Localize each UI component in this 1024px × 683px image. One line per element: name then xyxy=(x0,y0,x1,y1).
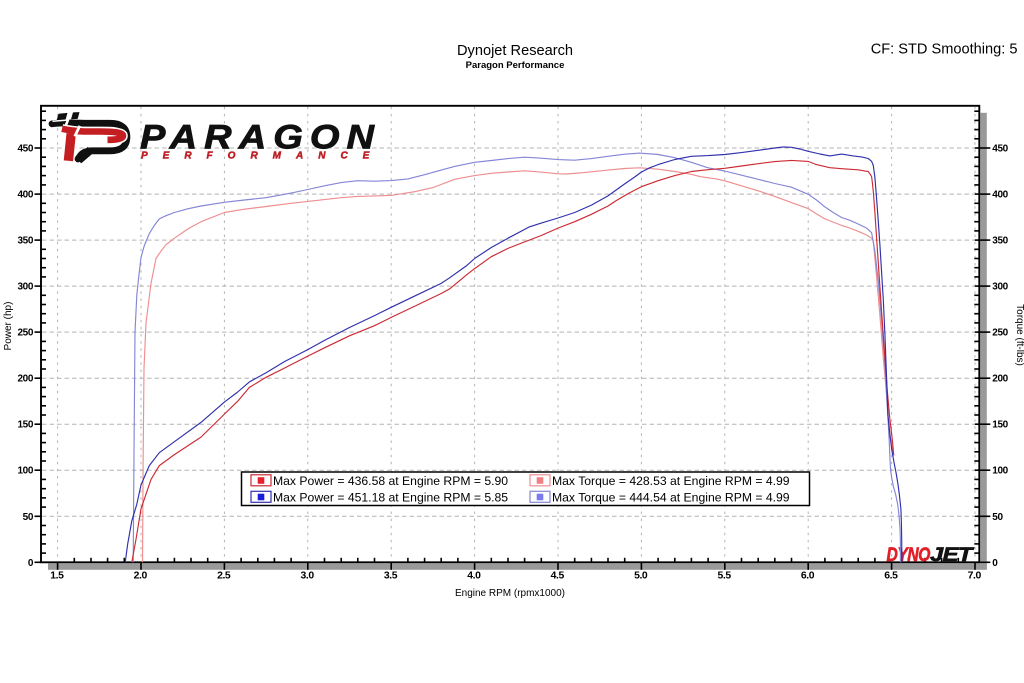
svg-text:200: 200 xyxy=(992,374,1008,385)
svg-text:Max Power = 436.58 at Engine R: Max Power = 436.58 at Engine RPM = 5.90 xyxy=(273,474,508,488)
svg-text:100: 100 xyxy=(18,466,34,477)
svg-text:Dynojet Research: Dynojet Research xyxy=(457,43,573,59)
svg-text:Torque (ft-lbs): Torque (ft-lbs) xyxy=(1014,304,1024,366)
svg-text:4.5: 4.5 xyxy=(551,571,565,582)
svg-text:50: 50 xyxy=(992,512,1003,523)
svg-text:Max Torque = 444.54 at Engine: Max Torque = 444.54 at Engine RPM = 4.99 xyxy=(552,490,790,504)
svg-text:2.0: 2.0 xyxy=(134,571,148,582)
svg-text:150: 150 xyxy=(18,420,34,431)
svg-text:200: 200 xyxy=(18,374,34,385)
svg-text:150: 150 xyxy=(992,420,1008,431)
svg-text:Paragon Performance: Paragon Performance xyxy=(466,60,565,71)
svg-text:6.5: 6.5 xyxy=(884,571,898,582)
svg-text:Max Power = 451.18 at Engine R: Max Power = 451.18 at Engine RPM = 5.85 xyxy=(273,490,508,504)
svg-text:450: 450 xyxy=(18,144,34,155)
svg-text:3.0: 3.0 xyxy=(300,571,314,582)
svg-text:300: 300 xyxy=(18,282,34,293)
svg-text:DYNO: DYNO xyxy=(887,543,931,565)
svg-text:4.0: 4.0 xyxy=(467,571,481,582)
svg-text:Max Torque = 428.53 at Engine: Max Torque = 428.53 at Engine RPM = 4.99 xyxy=(552,474,790,488)
svg-text:PARAGON: PARAGON xyxy=(140,118,381,157)
svg-text:400: 400 xyxy=(18,190,34,201)
svg-text:450: 450 xyxy=(992,144,1008,155)
svg-text:CF: STD Smoothing: 5: CF: STD Smoothing: 5 xyxy=(871,42,1018,58)
svg-text:Engine RPM (rpmx1000): Engine RPM (rpmx1000) xyxy=(455,588,565,599)
svg-text:300: 300 xyxy=(992,282,1008,293)
svg-text:350: 350 xyxy=(18,236,34,247)
svg-text:3.5: 3.5 xyxy=(384,571,398,582)
svg-text:5.0: 5.0 xyxy=(634,571,648,582)
svg-text:250: 250 xyxy=(18,328,34,339)
svg-text:0: 0 xyxy=(992,558,998,569)
svg-text:5.5: 5.5 xyxy=(717,571,731,582)
svg-text:JET: JET xyxy=(930,543,974,565)
svg-text:350: 350 xyxy=(992,236,1008,247)
svg-text:400: 400 xyxy=(992,190,1008,201)
svg-text:100: 100 xyxy=(992,466,1008,477)
svg-text:7.0: 7.0 xyxy=(968,571,982,582)
svg-text:PERFORMANCE: PERFORMANCE xyxy=(141,150,384,161)
svg-text:2.5: 2.5 xyxy=(217,571,231,582)
svg-text:250: 250 xyxy=(992,328,1008,339)
svg-text:50: 50 xyxy=(23,512,34,523)
svg-text:6.0: 6.0 xyxy=(801,571,815,582)
svg-text:0: 0 xyxy=(28,558,34,569)
svg-text:1.5: 1.5 xyxy=(50,571,64,582)
svg-text:Power (hp): Power (hp) xyxy=(3,302,14,351)
